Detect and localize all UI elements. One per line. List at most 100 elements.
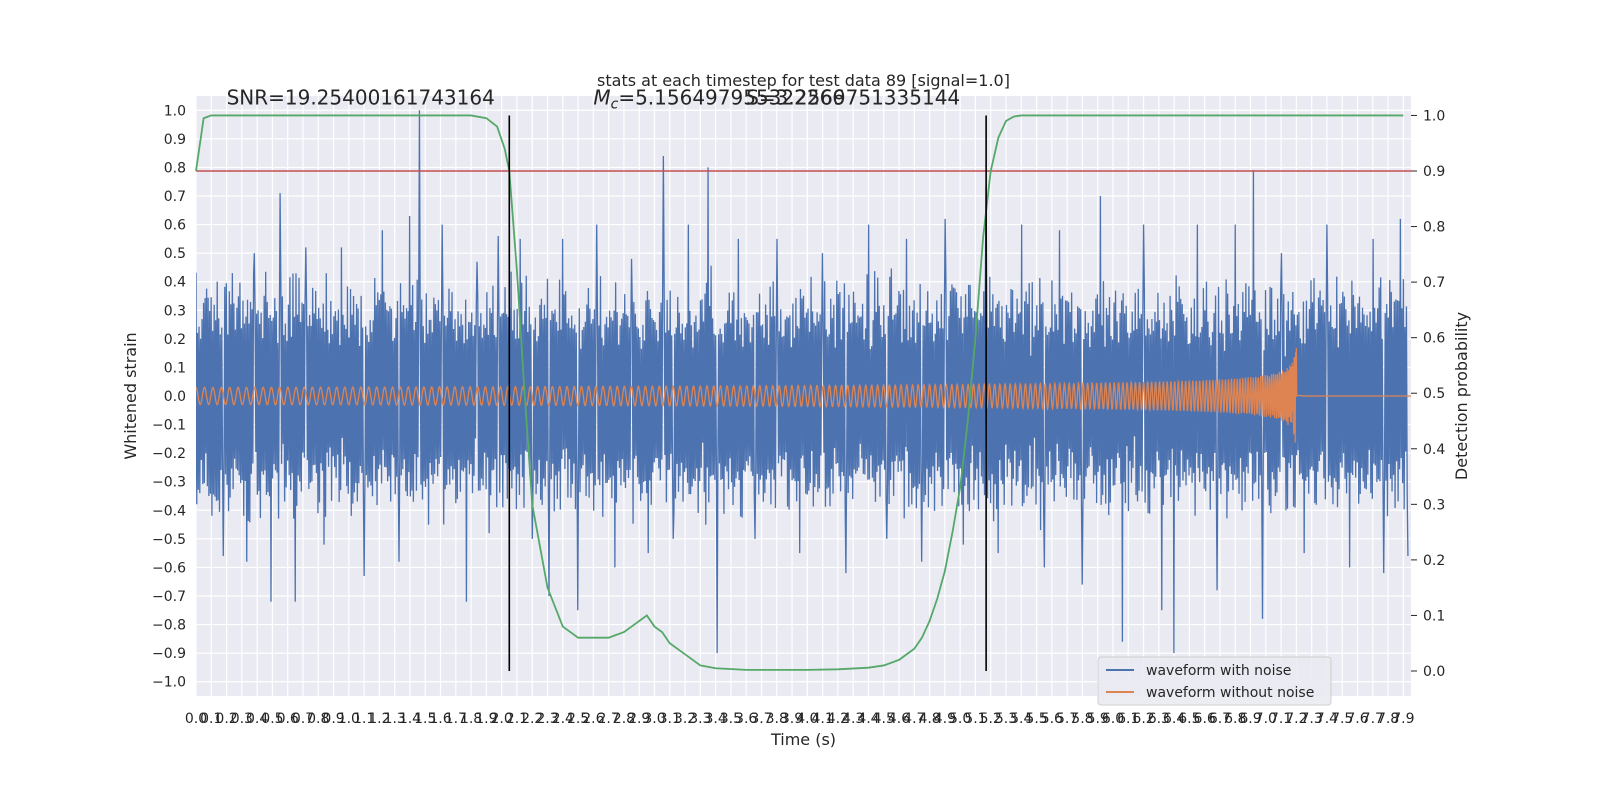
x-tick-label: 2.2: [521, 711, 543, 727]
y-tick-label: 0.2: [164, 332, 186, 348]
x-tick-label: 5.3: [995, 711, 1017, 727]
legend-label: waveform without noise: [1146, 685, 1314, 701]
series-detection-probability: [195, 114, 1404, 671]
x-tick-label: 0.6: [277, 711, 299, 727]
y2-tick-label: 0.6: [1423, 331, 1445, 347]
x-tick-label: 0.1: [200, 711, 222, 727]
x-tick-label: 2.4: [552, 711, 574, 727]
x-tick-label: 3.8: [766, 711, 788, 727]
x-tick-label: 7.6: [1346, 711, 1368, 727]
x-tick-label: 2.1: [506, 711, 528, 727]
y2-tick-label: 0.5: [1423, 386, 1445, 402]
x-tick-label: 1.2: [368, 711, 390, 727]
x-tick-label: 7.0: [1255, 711, 1277, 727]
x-tick-label: 1.4: [399, 711, 421, 727]
x-tick-label: 5.4: [1010, 711, 1032, 727]
x-tick-label: 6.6: [1194, 711, 1216, 727]
y-tick-label: 0.5: [164, 246, 186, 262]
x-tick-label: 4.3: [842, 711, 864, 727]
x-tick-label: 2.8: [613, 711, 635, 727]
legend-label: waveform with noise: [1146, 663, 1291, 679]
x-tick-label: 0.8: [307, 711, 329, 727]
x-tick-label: 7.3: [1301, 711, 1323, 727]
x-tick-label: 7.8: [1377, 711, 1399, 727]
y-tick-label: 0.9: [164, 132, 186, 148]
y-tick-label: −0.8: [152, 618, 186, 634]
annotation-text: SNR=19.25400161743164: [227, 86, 495, 110]
y2-tick-label: 0.8: [1423, 220, 1445, 236]
x-tick-label: 2.5: [567, 711, 589, 727]
y-tick-label: −0.6: [152, 560, 186, 576]
x-tick-label: 4.5: [873, 711, 895, 727]
x-tick-label: 4.1: [811, 711, 833, 727]
y2-tick-label: 0.2: [1423, 553, 1445, 569]
x-tick-label: 3.7: [750, 711, 772, 727]
y2-tick-label: 0.7: [1423, 275, 1445, 291]
y2-tick-label: 0.1: [1423, 608, 1445, 624]
x-tick-label: 4.9: [934, 711, 956, 727]
x-tick-label: 6.9: [1239, 711, 1261, 727]
y-tick-label: −0.3: [152, 475, 186, 491]
x-tick-label: 3.0: [643, 711, 665, 727]
x-tick-label: 1.8: [460, 711, 482, 727]
x-tick-label: 1.9: [475, 711, 497, 727]
y-tick-label: 0.4: [164, 275, 186, 291]
x-tick-label: 0.5: [261, 711, 283, 727]
y-tick-label: −0.7: [152, 589, 186, 605]
x-tick-label: 2.7: [598, 711, 620, 727]
y2-tick-label: 1.0: [1423, 108, 1445, 124]
x-tick-label: 0.7: [292, 711, 314, 727]
x-tick-label: 0.9: [322, 711, 344, 727]
x-tick-label: 3.4: [704, 711, 726, 727]
x-tick-label: 1.6: [429, 711, 451, 727]
x-tick-label: 1.5: [414, 711, 436, 727]
y-tick-label: 0.8: [164, 160, 186, 176]
y-tick-label: −0.5: [152, 532, 186, 548]
chart-title: stats at each timestep for test data 89 …: [597, 71, 1010, 90]
x-tick-label: 4.2: [827, 711, 849, 727]
x-tick-label: 1.1: [353, 711, 375, 727]
x-tick-label: 7.9: [1392, 711, 1414, 727]
x-tick-label: 2.3: [536, 711, 558, 727]
x-tick-label: 7.4: [1316, 711, 1338, 727]
x-tick-label: 6.8: [1224, 711, 1246, 727]
y-tick-label: 1.0: [164, 103, 186, 119]
x-tick-label: 5.9: [1087, 711, 1109, 727]
x-tick-label: 7.7: [1362, 711, 1384, 727]
y2-tick-label: 0.0: [1423, 664, 1445, 680]
series-waveform-with-noise: [196, 110, 1409, 654]
x-tick-label: 0.3: [231, 711, 253, 727]
y2-tick-label: 0.3: [1423, 497, 1445, 513]
legend-box: [1097, 656, 1332, 706]
x-tick-label: 0.0: [185, 711, 207, 727]
y2-tick-label: 0.4: [1423, 442, 1445, 458]
y-tick-label: −1.0: [152, 675, 186, 691]
x-tick-label: 1.7: [445, 711, 467, 727]
x-tick-label: 6.7: [1209, 711, 1231, 727]
x-tick-label: 5.7: [1056, 711, 1078, 727]
legend: waveform with noise waveform without nois…: [1097, 656, 1332, 706]
x-tick-label: 5.1: [964, 711, 986, 727]
x-tick-label: 4.4: [857, 711, 879, 727]
y-tick-label: 0.3: [164, 303, 186, 319]
x-tick-label: 3.3: [689, 711, 711, 727]
x-tick-label: 5.2: [980, 711, 1002, 727]
series-waveform-without-noise: [196, 347, 1411, 443]
y-tick-label: 0.0: [164, 389, 186, 405]
x-tick-label: 1.0: [338, 711, 360, 727]
x-tick-label: 7.1: [1270, 711, 1292, 727]
x-tick-label: 6.2: [1132, 711, 1154, 727]
x-tick-label: 6.5: [1178, 711, 1200, 727]
x-tick-label: 7.5: [1331, 711, 1353, 727]
x-tick-label: 2.6: [582, 711, 604, 727]
x-tick-label: 3.1: [659, 711, 681, 727]
y-tick-label: −0.2: [152, 446, 186, 462]
x-axis-label: Time (s): [770, 730, 836, 749]
y-tick-label: 0.6: [164, 218, 186, 234]
x-tick-label: 6.4: [1163, 711, 1185, 727]
x-tick-label: 2.0: [491, 711, 513, 727]
x-tick-label: 5.8: [1071, 711, 1093, 727]
y-axis-label: Whitened strain: [121, 332, 140, 459]
y2-tick-label: 0.9: [1423, 164, 1445, 180]
